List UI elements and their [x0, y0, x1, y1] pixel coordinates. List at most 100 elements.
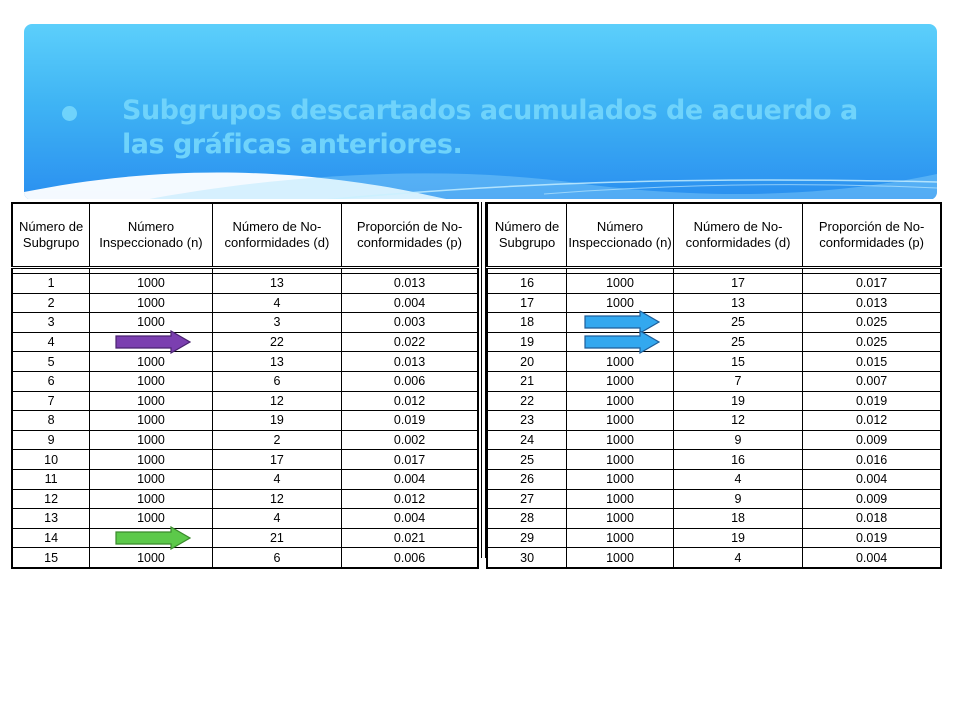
- cell-nonconformities: 21: [211, 527, 343, 549]
- table-row: 1 1000 13 0.013: [11, 273, 479, 294]
- cell-inspected: 1000: [89, 390, 213, 412]
- cell-inspected: 1000: [89, 449, 213, 470]
- cell-proportion: 0.025: [802, 312, 942, 333]
- header-subgroup: Número de Subgrupo: [11, 202, 91, 269]
- cell-proportion: 0.015: [802, 351, 942, 372]
- cell-proportion: 0.013: [341, 273, 479, 294]
- cell-proportion: 0.009: [802, 429, 942, 451]
- cell-proportion: 0.019: [802, 527, 942, 549]
- title-banner: Subgrupos descartados acumulados de acue…: [24, 24, 937, 200]
- cell-inspected: 1000: [89, 488, 213, 510]
- cell-inspected: 1000: [566, 370, 674, 392]
- table-row: 17 1000 13 0.013: [486, 292, 942, 314]
- cell-proportion: 0.017: [802, 273, 942, 294]
- cell-nonconformities: 13: [211, 273, 343, 294]
- cell-subgroup: 29: [486, 527, 568, 549]
- cell-nonconformities: 4: [211, 292, 343, 314]
- header-nonconformities: Número de No-conformidades (d): [211, 202, 343, 269]
- cell-nonconformities: 12: [672, 410, 804, 431]
- cell-subgroup: 23: [486, 410, 568, 431]
- table-row: 5 1000 13 0.013: [11, 351, 479, 372]
- cell-nonconformities: 12: [211, 390, 343, 412]
- cell-subgroup: 18: [486, 312, 568, 333]
- table-subgroups-16-30: Número de Subgrupo Número Inspeccionado (…: [486, 202, 942, 569]
- cell-subgroup: 13: [11, 508, 91, 529]
- cell-proportion: 0.021: [341, 527, 479, 549]
- cell-inspected: 1000: [566, 508, 674, 529]
- cell-subgroup: 3: [11, 312, 91, 333]
- table-row: 191000250.025: [486, 331, 942, 353]
- cell-proportion: 0.019: [802, 390, 942, 412]
- cell-subgroup: 10: [11, 449, 91, 470]
- cell-proportion: 0.007: [802, 370, 942, 392]
- cell-proportion: 0.003: [341, 312, 479, 333]
- cell-nonconformities: 16: [672, 449, 804, 470]
- table-row: 26 1000 4 0.004: [486, 468, 942, 490]
- table-row: 8 1000 19 0.019: [11, 410, 479, 431]
- blue-arrow-icon: [584, 330, 660, 355]
- cell-subgroup: 28: [486, 508, 568, 529]
- cell-nonconformities: 7: [672, 370, 804, 392]
- cell-proportion: 0.016: [802, 449, 942, 470]
- table-row: 30 1000 4 0.004: [486, 547, 942, 569]
- cell-nonconformities: 3: [211, 312, 343, 333]
- header-proportion: Proporción de No-conformidades (p): [341, 202, 479, 269]
- cell-nonconformities: 22: [211, 331, 343, 353]
- cell-nonconformities: 12: [211, 488, 343, 510]
- cell-inspected: 1000: [89, 370, 213, 392]
- table-row: 15 1000 6 0.006: [11, 547, 479, 569]
- cell-subgroup: 19: [486, 331, 568, 353]
- cell-nonconformities: 18: [672, 508, 804, 529]
- cell-inspected: 1000: [566, 273, 674, 294]
- cell-nonconformities: 9: [672, 429, 804, 451]
- cell-subgroup: 7: [11, 390, 91, 412]
- data-tables: Número de Subgrupo Número Inspeccionado (…: [9, 199, 946, 569]
- header-inspected: Número Inspeccionado (n): [89, 202, 213, 269]
- table-row: 13 1000 4 0.004: [11, 508, 479, 529]
- cell-subgroup: 26: [486, 468, 568, 490]
- cell-subgroup: 16: [486, 273, 568, 294]
- cell-inspected: 1000: [89, 292, 213, 314]
- cell-proportion: 0.004: [341, 468, 479, 490]
- cell-nonconformities: 4: [211, 468, 343, 490]
- cell-subgroup: 30: [486, 547, 568, 569]
- table-row: 25 1000 16 0.016: [486, 449, 942, 470]
- cell-subgroup: 17: [486, 292, 568, 314]
- table-row: 11 1000 4 0.004: [11, 468, 479, 490]
- table-row: 23 1000 12 0.012: [486, 410, 942, 431]
- table-subgroups-1-15: Número de Subgrupo Número Inspeccionado (…: [11, 202, 479, 569]
- table-header-row: Número de Subgrupo Número Inspeccionado (…: [11, 202, 479, 269]
- cell-subgroup: 20: [486, 351, 568, 372]
- cell-nonconformities: 6: [211, 547, 343, 569]
- cell-inspected: 1000: [566, 468, 674, 490]
- table-row: 21 1000 7 0.007: [486, 370, 942, 392]
- blue-arrow-icon: [584, 310, 660, 335]
- cell-inspected: 1000: [566, 449, 674, 470]
- bullet-dot: [62, 106, 77, 121]
- cell-inspected: 1000: [566, 547, 674, 569]
- table-row: 27 1000 9 0.009: [486, 488, 942, 510]
- cell-proportion: 0.013: [802, 292, 942, 314]
- header-nonconformities: Número de No-conformidades (d): [672, 202, 804, 269]
- cell-nonconformities: 15: [672, 351, 804, 372]
- table-row: 7 1000 12 0.012: [11, 390, 479, 412]
- cell-inspected: 1000: [566, 527, 674, 549]
- cell-proportion: 0.022: [341, 331, 479, 353]
- table-header-row: Número de Subgrupo Número Inspeccionado (…: [486, 202, 942, 269]
- cell-nonconformities: 17: [672, 273, 804, 294]
- cell-proportion: 0.019: [341, 410, 479, 431]
- cell-inspected: 1000: [566, 390, 674, 412]
- cell-subgroup: 9: [11, 429, 91, 451]
- table-row: 10 1000 17 0.017: [11, 449, 479, 470]
- cell-proportion: 0.004: [341, 292, 479, 314]
- cell-inspected: 1000: [89, 547, 213, 569]
- table-row: 141000210.021: [11, 527, 479, 549]
- cell-proportion: 0.017: [341, 449, 479, 470]
- cell-proportion: 0.004: [802, 547, 942, 569]
- cell-subgroup: 24: [486, 429, 568, 451]
- cell-proportion: 0.012: [802, 410, 942, 431]
- cell-proportion: 0.006: [341, 370, 479, 392]
- cell-proportion: 0.025: [802, 331, 942, 353]
- cell-subgroup: 4: [11, 331, 91, 353]
- cell-subgroup: 27: [486, 488, 568, 510]
